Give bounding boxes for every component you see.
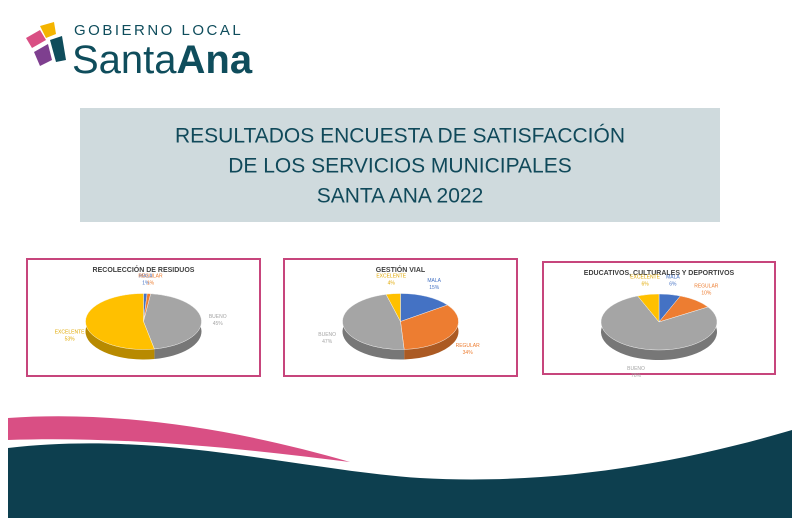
value-label: 45% [213,321,224,327]
logo: GOBIERNO LOCAL SantaAna [26,22,253,82]
chart: RECOLECCIÓN DE RESIDUOSMALA1%REGULAR1%BU… [26,258,261,377]
slice [637,293,660,323]
chart-title: EDUCATIVOS, CULTURALES Y DEPORTIVOS [584,270,735,277]
value-label: 4% [388,281,396,287]
chart: EDUCATIVOS, CULTURALES Y DEPORTIVOSMALA6… [542,261,776,379]
chart-title: GESTIÓN VIAL [376,265,426,274]
logo-name-regular: Santa [72,38,177,82]
value-label: 78% [631,373,642,379]
value-label: 47% [322,339,333,345]
slice [400,293,448,322]
logo-shape [50,36,66,62]
logo-shape [40,22,56,38]
category-label: EXCELENTE [55,329,85,335]
category-label: BUENO [209,314,227,320]
slice [600,295,718,351]
category-label: MALA [427,278,441,284]
slice [400,304,459,350]
banner-line: RESULTADOS ENCUESTA DE SATISFACCIÓN [175,125,625,148]
logo-top: GOBIERNO LOCAL [74,22,243,39]
logo-shape [34,44,52,66]
value-label: 1% [147,281,155,287]
value-label: 1% [142,280,150,286]
chart-title: RECOLECCIÓN DE RESIDUOS [93,265,195,274]
category-label: MALA [666,275,680,281]
logo-name-bold: Ana [177,38,253,82]
value-label: 10% [701,290,712,296]
banner [80,108,720,222]
banner-line: DE LOS SERVICIOS MUNICIPALES [228,155,572,178]
category-label: EXCELENTE [630,275,660,281]
slice [143,293,202,350]
category-label: MALA [139,273,153,279]
category-label: REGULAR [456,343,481,349]
category-label: REGULAR [694,283,719,289]
slice [342,294,405,350]
logo-name: SantaAna [72,38,253,82]
category-label: EXCELENTE [376,274,406,280]
value-label: 6% [669,282,677,288]
category-label: BUENO [627,366,645,372]
slice [85,293,155,350]
value-label: 53% [65,336,76,342]
banner-line: SANTA ANA 2022 [317,185,484,208]
slice-side [404,305,459,360]
value-label: 34% [463,350,474,356]
logo-shape [26,30,46,48]
value-label: 6% [641,282,649,288]
category-label: REGULAR [138,274,163,280]
value-label: 15% [429,285,440,291]
pink-wave [8,416,350,462]
teal-wave [8,430,792,518]
category-label: BUENO [318,332,336,338]
slice [385,293,401,322]
